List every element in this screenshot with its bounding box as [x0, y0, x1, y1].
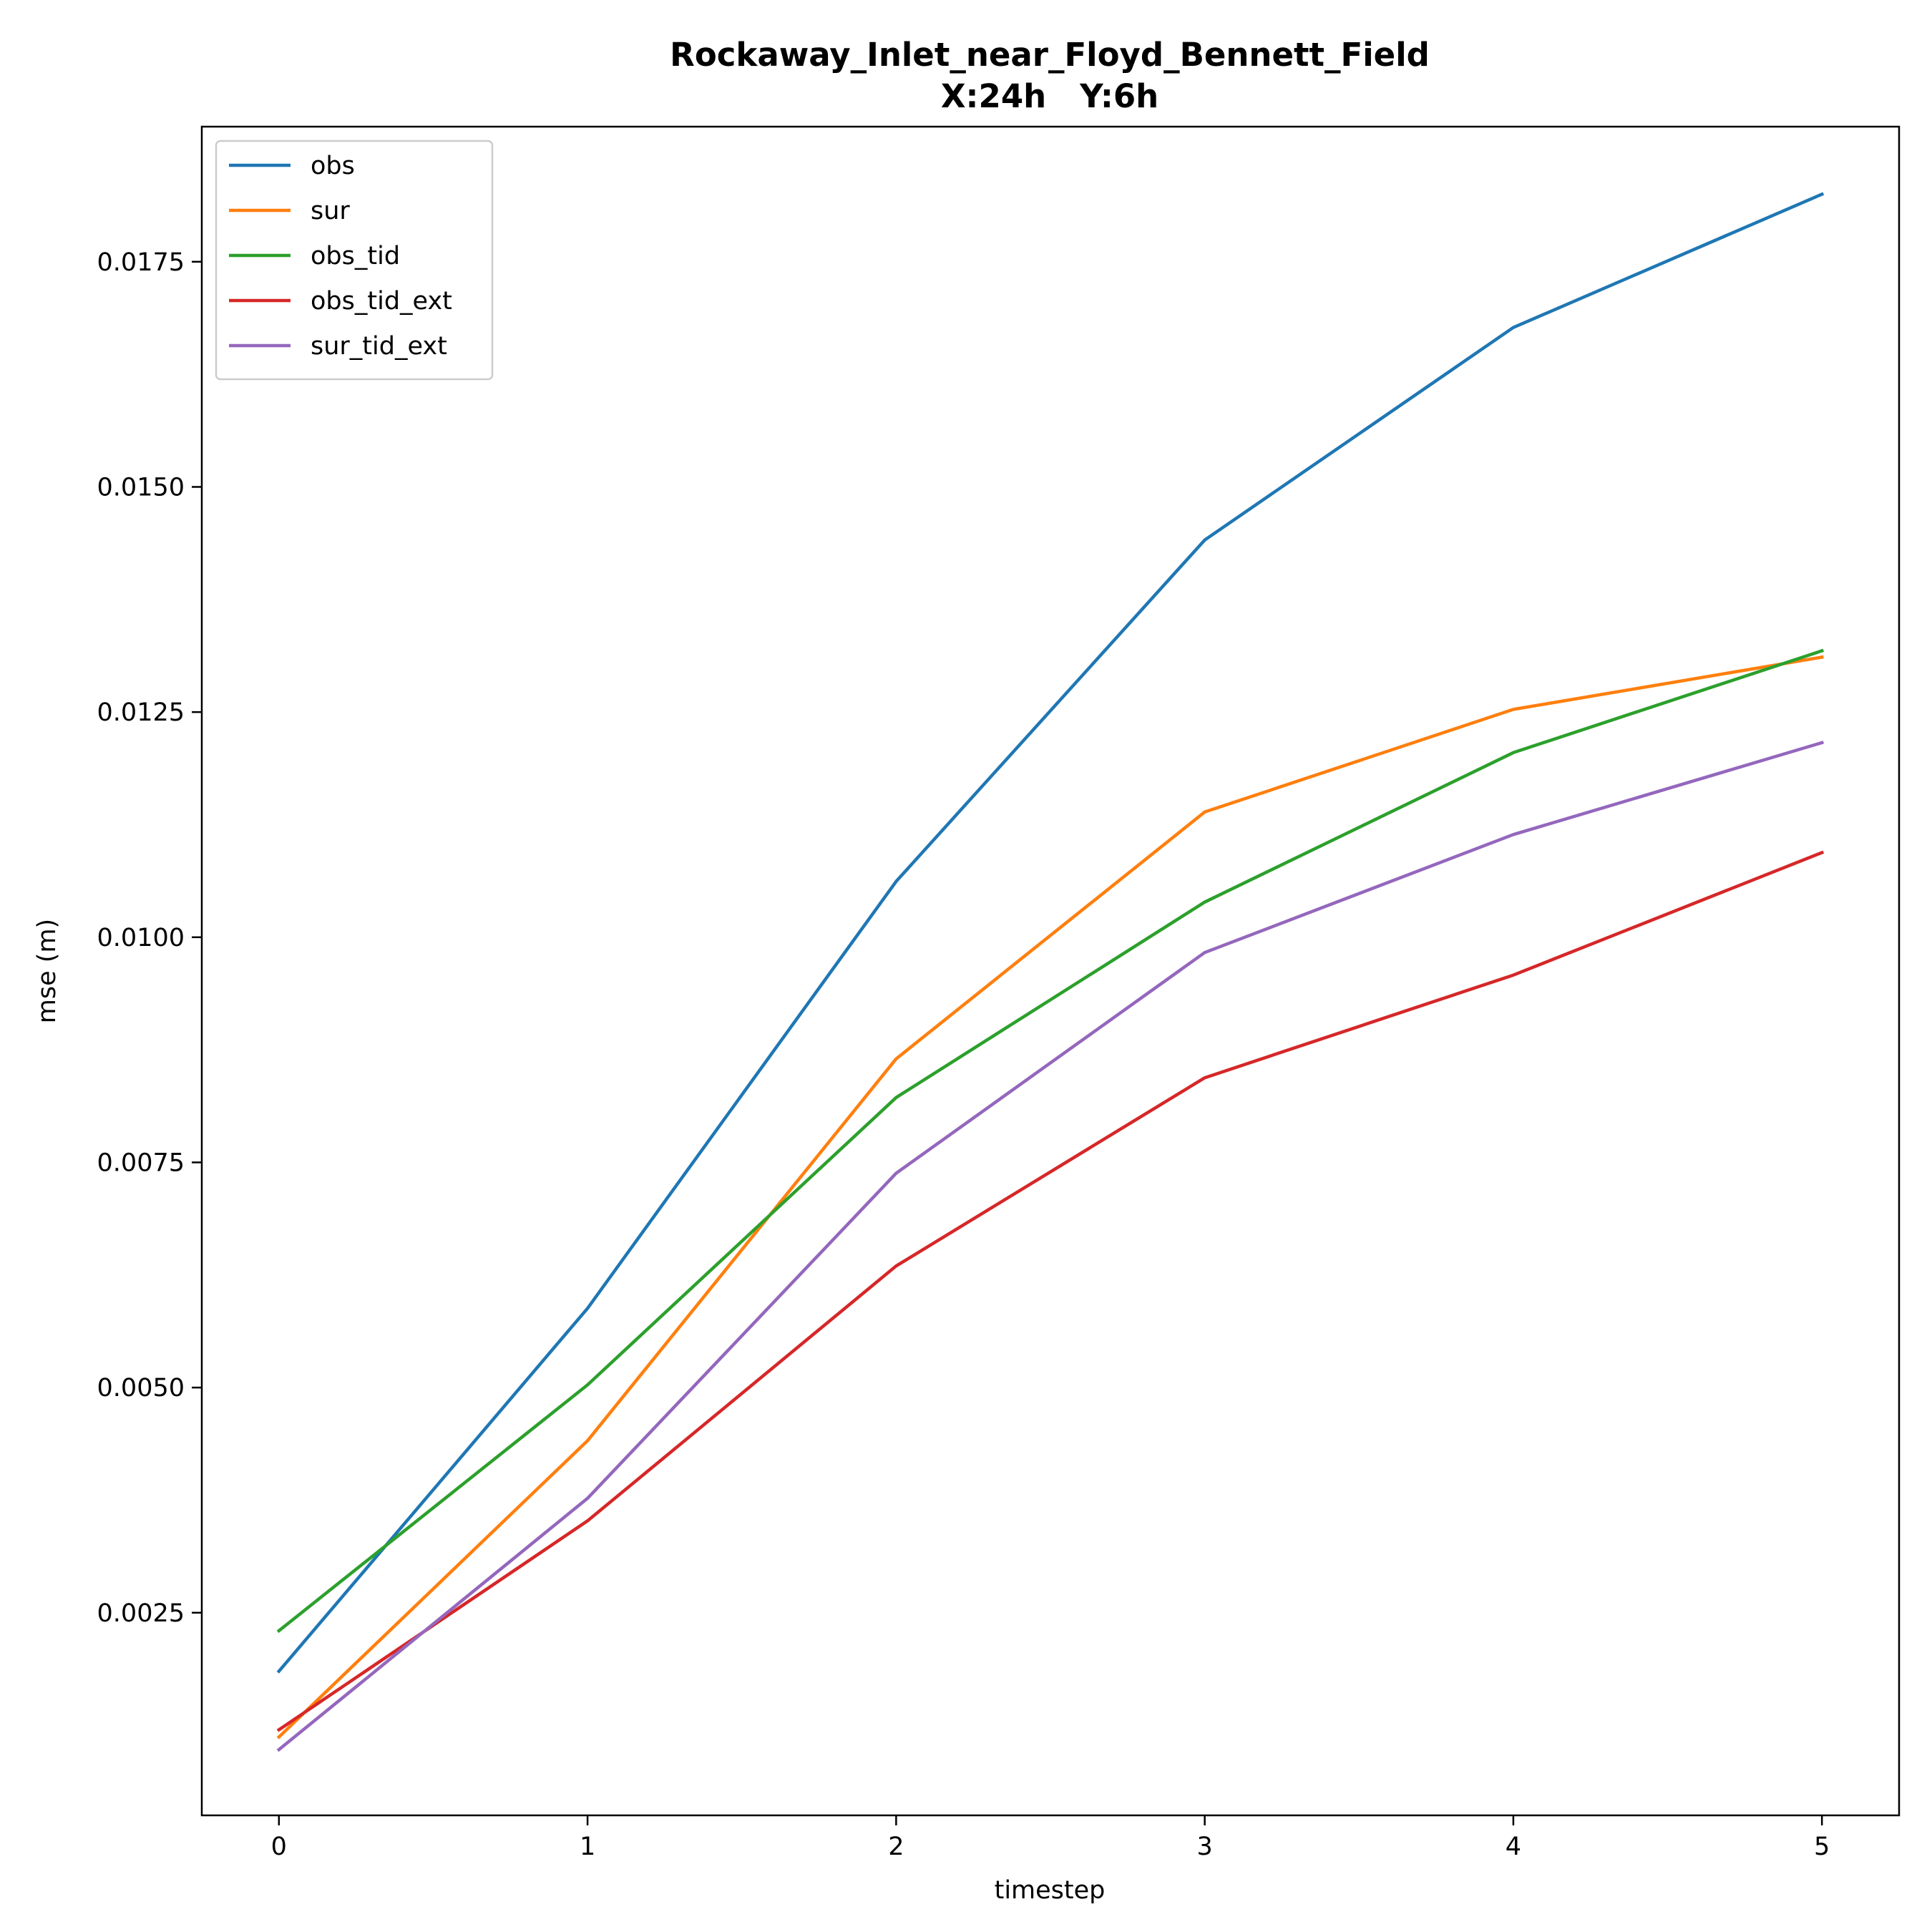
y-tick-label: 0.0125: [97, 698, 185, 727]
y-tick-label: 0.0100: [97, 924, 185, 952]
y-tick-label: 0.0150: [97, 473, 185, 502]
chart-title-line-1: Rockaway_Inlet_near_Floyd_Bennett_Field: [670, 36, 1430, 74]
y-tick-label: 0.0175: [97, 248, 185, 277]
x-tick-label: 0: [271, 1833, 287, 1861]
legend-label-obs-tid-ext: obs_tid_ext: [311, 287, 452, 316]
y-axis-ticks: 0.0025 0.0050 0.0075 0.0100 0.0125 0.0150 0.01…: [97, 248, 202, 1628]
legend-label-obs: obs: [311, 152, 355, 180]
series-line-sur-tid-ext: [276, 741, 1824, 1752]
y-tick-label: 0.0050: [97, 1374, 185, 1402]
x-tick-label: 2: [888, 1833, 904, 1861]
series-line-obs-tid-ext: [276, 850, 1825, 1732]
x-tick-label: 4: [1506, 1833, 1521, 1861]
y-axis-label: mse (m): [33, 919, 62, 1023]
y-tick-label: 0.0025: [97, 1599, 185, 1628]
legend-label-obs-tid: obs_tid: [311, 242, 400, 270]
legend-label-sur: sur: [311, 197, 350, 225]
plot-area-frame: [200, 125, 1901, 1817]
x-tick-label: 5: [1814, 1833, 1830, 1861]
y-tick-label: 0.0075: [97, 1148, 185, 1177]
x-axis-ticks: 0 1 2 3 4 5: [271, 1815, 1830, 1861]
legend-label-sur-tid-ext: sur_tid_ext: [311, 332, 447, 361]
legend-box: [215, 140, 494, 381]
x-tick-label: 3: [1196, 1833, 1212, 1861]
x-axis-label: timestep: [995, 1876, 1106, 1905]
series-line-obs: [276, 192, 1825, 1674]
legend: obs sur obs_tid obs_tid_ext sur_tid_ext: [215, 140, 494, 381]
x-tick-label: 1: [580, 1833, 595, 1861]
series-layer: [276, 192, 1825, 1752]
series-line-obs-tid: [276, 648, 1825, 1634]
series-line-sur: [276, 655, 1824, 1740]
chart-title-line-2: X:24h Y:6h: [941, 77, 1158, 115]
